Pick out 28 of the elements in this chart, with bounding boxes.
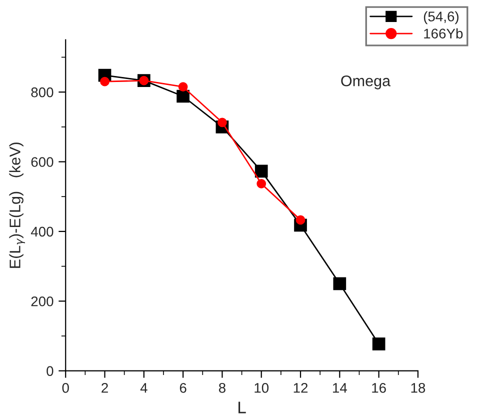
x-tick-label: 6 xyxy=(180,382,186,393)
y-tick-label: 800 xyxy=(31,87,54,98)
y-tick-label: 400 xyxy=(30,226,54,237)
y-tick-label: 0 xyxy=(46,366,54,376)
y-axis-title: E(L$_{γ}$)-E(Lg) (keV) xyxy=(9,142,25,268)
x-tick-label: 8 xyxy=(218,382,226,393)
point xyxy=(296,215,306,225)
point xyxy=(254,164,268,178)
x-tick-label: 18 xyxy=(411,382,426,393)
x-tick-label: 2 xyxy=(102,382,108,393)
point xyxy=(176,90,190,103)
x-tick-label: 0 xyxy=(62,382,69,393)
point xyxy=(372,338,386,350)
annotation: Omega xyxy=(341,75,391,90)
legend-label: (54,6) xyxy=(424,11,458,24)
y-tick-label: 200 xyxy=(31,296,54,306)
x-tick-label: 4 xyxy=(140,383,148,393)
x-axis-title: L xyxy=(238,402,246,414)
point xyxy=(100,76,110,86)
x-tick-label: 14 xyxy=(332,383,347,393)
legend-label: 166Yb xyxy=(424,28,463,39)
y-tick-label: 600 xyxy=(31,157,54,167)
x-tick-label: 10 xyxy=(254,382,269,393)
point xyxy=(333,277,346,290)
point xyxy=(256,179,266,188)
point xyxy=(178,82,188,92)
x-tick-label: 12 xyxy=(294,382,308,393)
x-tick-label: 16 xyxy=(372,382,386,393)
